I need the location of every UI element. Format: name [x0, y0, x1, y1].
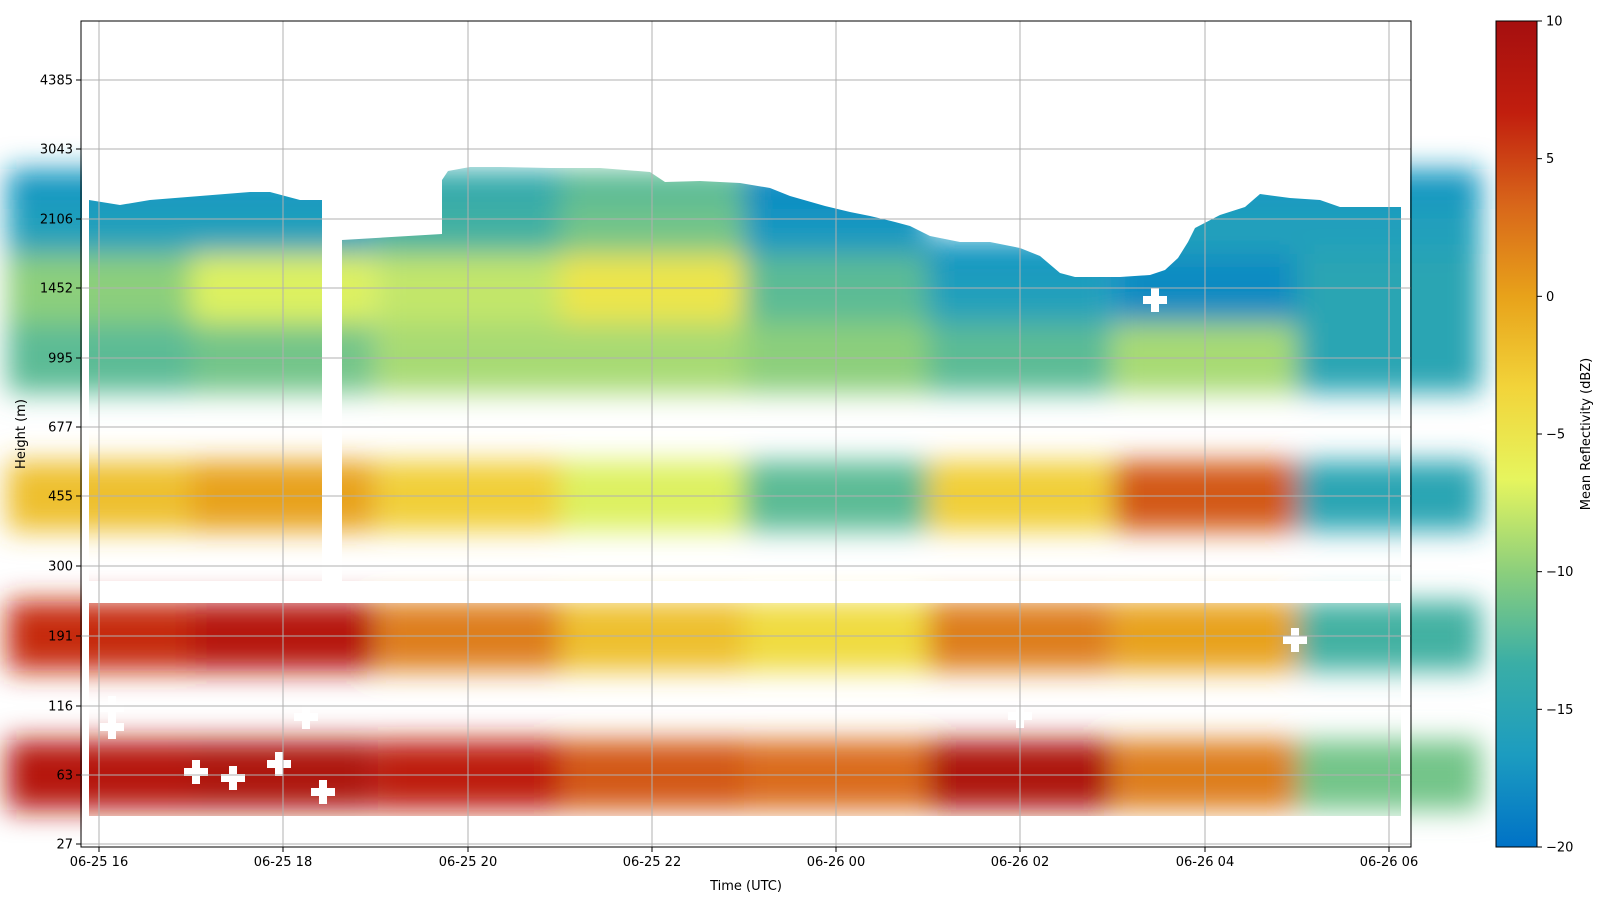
x-axis-label: Time (UTC): [709, 879, 782, 894]
no-data-region: [108, 715, 116, 739]
grid-lines: [81, 21, 1411, 847]
colorbar-tick-label: −10: [1546, 565, 1573, 580]
y-tick-label: 3043: [40, 143, 73, 158]
x-axis-ticks: 06-25 16 06-25 18 06-25 20 06-25 22 06-26 00…: [70, 847, 1418, 870]
no-data-region: [82, 22, 1410, 583]
x-tick-label: 06-26 00: [807, 855, 865, 870]
y-tick-label: 63: [56, 769, 73, 784]
x-tick-label: 06-26 02: [991, 855, 1049, 870]
colorbar-tick-label: −15: [1546, 703, 1573, 718]
no-data-region: [82, 581, 1410, 603]
no-data-region: [108, 696, 116, 720]
colorbar-tick-label: 10: [1546, 15, 1563, 30]
missing-data-gaps: [82, 22, 1410, 846]
no-data-region: [229, 766, 237, 790]
colorbar-tick-label: 5: [1546, 152, 1554, 167]
no-data-region: [82, 816, 1410, 846]
no-data-region: [1291, 628, 1299, 652]
colorbar-tick-label: 0: [1546, 290, 1554, 305]
plot-frame: [80, 20, 1412, 848]
colorbar-ticks: 10 5 0 −5 −10 −15 −20: [1537, 15, 1573, 856]
x-tick-label: 06-25 20: [439, 855, 497, 870]
colorbar-tick-label: −20: [1546, 841, 1573, 856]
y-tick-label: 300: [48, 560, 73, 575]
x-tick-label: 06-25 22: [623, 855, 681, 870]
y-axis-label: Height (m): [14, 399, 29, 469]
x-tick-label: 06-25 18: [254, 855, 312, 870]
no-data-region: [319, 780, 327, 804]
y-tick-label: 4385: [40, 74, 73, 89]
y-tick-label: 191: [48, 630, 73, 645]
colorbar: 10 5 0 −5 −10 −15 −20 Mean Reflectivity (dBZ): [1495, 15, 1594, 856]
x-tick-label: 06-25 16: [70, 855, 128, 870]
x-tick-label: 06-26 06: [1360, 855, 1418, 870]
y-axis-ticks: 27 63 116 191 300 455 677 995 1452 2106 3043 4385: [40, 74, 81, 853]
colorbar-gradient: [1495, 20, 1538, 848]
colorbar-label: Mean Reflectivity (dBZ): [1579, 358, 1594, 511]
y-tick-label: 995: [48, 352, 73, 367]
no-data-region: [302, 705, 310, 729]
y-tick-label: 116: [48, 700, 73, 715]
y-tick-label: 677: [48, 421, 73, 436]
y-tick-label: 1452: [40, 282, 73, 297]
no-data-region: [192, 760, 200, 784]
y-tick-label: 2106: [40, 213, 73, 228]
y-tick-label: 27: [56, 838, 73, 853]
no-data-region: [1151, 288, 1159, 312]
y-tick-label: 455: [48, 490, 73, 505]
colorbar-tick-label: −5: [1546, 428, 1565, 443]
no-data-region: [1401, 22, 1410, 846]
no-data-region: [275, 752, 283, 776]
x-tick-label: 06-26 04: [1176, 855, 1234, 870]
